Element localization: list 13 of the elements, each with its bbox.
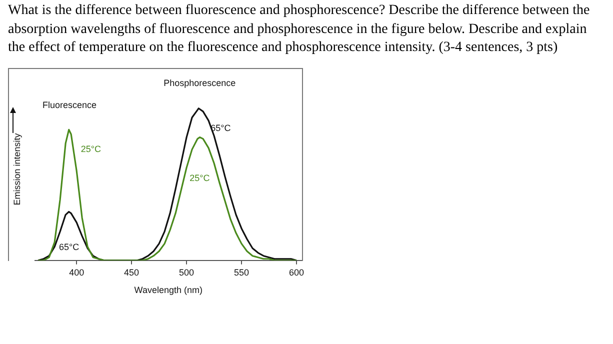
text: Phosphorescence — [164, 77, 236, 88]
annotation: 65°C — [58, 242, 80, 252]
x-tick-label: 500 — [179, 266, 194, 277]
series-label: 25°C — [80, 144, 102, 154]
x-tick-label: 450 — [124, 266, 140, 277]
annotation: 25°C — [190, 172, 210, 182]
x-tick-label: 600 — [288, 266, 304, 277]
x-tick-label: 550 — [234, 266, 250, 277]
x-tick-label: 400 — [69, 266, 84, 277]
annotation: Fluorescence — [42, 99, 97, 110]
x-axis-title: Wavelength (nm) — [134, 284, 202, 295]
chart-title: What is the difference between fluorescence and phosphorescence? Describe the difference between the absorption wavelengths of fluorescence and phosphorescence in the figure below. Describe and explain the effect of temperature on the fluorescence and phosphorescence intensity. (3-4 sentences, 3 pts) — [8, 2, 591, 57]
y-axis-title: Emission intensity — [12, 132, 22, 205]
